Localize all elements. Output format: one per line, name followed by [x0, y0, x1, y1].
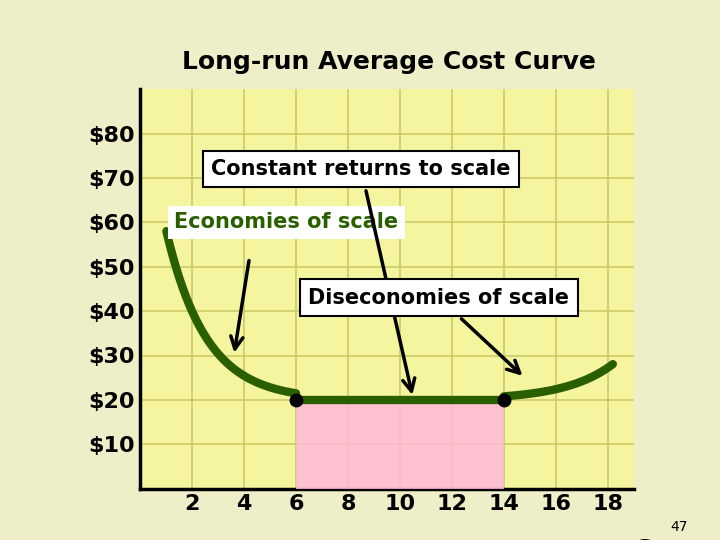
Bar [296, 400, 504, 489]
Text: Economies of scale: Economies of scale [174, 212, 398, 232]
Text: 47: 47 [670, 519, 688, 534]
Text: Constant returns to scale: Constant returns to scale [211, 159, 510, 391]
Text: Q: Q [631, 537, 657, 540]
Text: Long-run Average Cost Curve: Long-run Average Cost Curve [182, 50, 595, 74]
Text: Diseconomies of scale: Diseconomies of scale [308, 288, 570, 373]
